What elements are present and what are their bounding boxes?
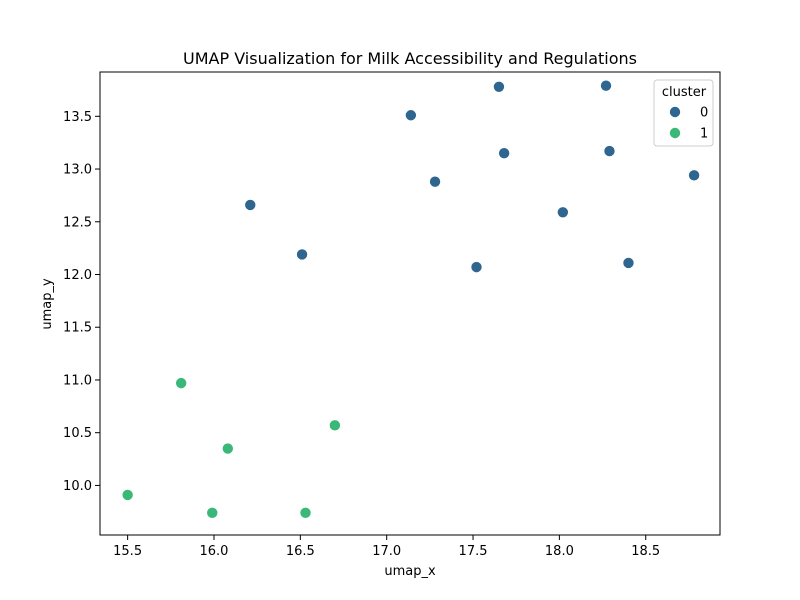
cluster-1-point [206,506,219,519]
y-axis-label: umap_y [40,278,55,330]
cluster-1-point [175,377,188,390]
cluster-0-point [498,147,511,160]
legend-frame [653,79,714,147]
cluster-1-point [299,506,312,519]
cluster-0-point [622,256,635,269]
y-tick-label: 10.0 [63,479,92,494]
y-tick-label: 12.0 [63,268,92,283]
cluster-1-point [328,419,341,432]
cluster-0-point [600,79,613,92]
cluster-1-point [221,442,234,455]
cluster-0-point [688,169,701,182]
x-axis: 15.5 16.0 16.5 17.0 17.5 18.0 18.5 [113,535,660,559]
legend-label-1: 1 [700,127,708,142]
y-tick-label: 10.5 [63,426,92,441]
legend-marker-1 [669,127,682,140]
cluster-0-point [244,198,257,211]
x-axis-label: umap_x [384,564,436,579]
data-points [121,79,701,519]
y-tick-label: 12.5 [63,215,92,230]
cluster-0-point [404,109,417,122]
legend-marker-0 [669,106,682,119]
cluster-0-point [492,80,505,93]
y-tick-label: 11.5 [63,321,92,336]
legend: cluster 01 [653,79,714,147]
legend-label-0: 0 [700,106,708,121]
x-tick-label: 17.0 [372,544,401,559]
x-tick-label: 17.5 [459,544,488,559]
y-tick-label: 13.0 [63,163,92,178]
plot-area: 15.5 16.0 16.5 17.0 17.5 18.0 18.5 10.0 10.5 11.… [63,71,721,559]
legend-items: 01 [669,106,708,142]
y-axis: 10.0 10.5 11.0 11.5 12.0 12.5 13.0 13.5 [63,110,100,494]
cluster-0-point [429,175,442,188]
x-tick-label: 18.5 [631,544,660,559]
y-tick-label: 13.5 [63,110,92,125]
cluster-0-point [556,206,569,219]
y-tick-label: 11.0 [63,373,92,388]
chart-title: UMAP Visualization for Milk Accessibilit… [183,49,637,68]
x-tick-label: 18.0 [545,544,574,559]
x-tick-label: 16.0 [200,544,229,559]
legend-title: cluster [662,85,707,100]
x-tick-label: 15.5 [113,544,142,559]
cluster-0-point [470,261,483,274]
cluster-1-point [121,488,134,501]
plot-frame [99,71,721,536]
x-tick-label: 16.5 [286,544,315,559]
cluster-0-point [603,145,616,158]
cluster-0-point [296,248,309,261]
